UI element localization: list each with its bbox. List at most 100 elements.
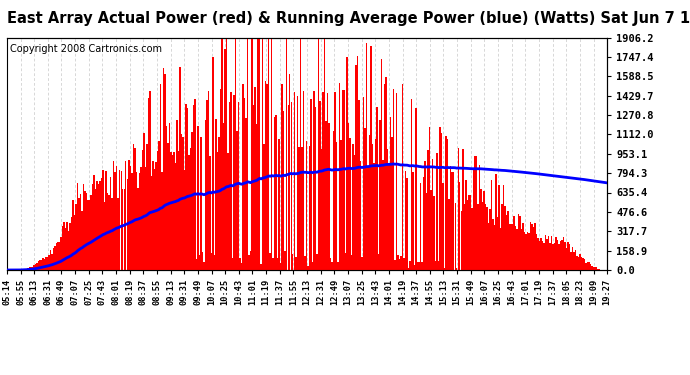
Bar <box>270 254 271 270</box>
Bar <box>290 102 292 270</box>
Bar <box>102 170 104 270</box>
Bar <box>26 268 27 270</box>
Bar <box>552 244 554 270</box>
Bar <box>321 149 322 270</box>
Bar <box>408 267 409 270</box>
Bar <box>440 127 441 270</box>
Bar <box>188 154 190 270</box>
Bar <box>418 262 420 270</box>
Bar <box>451 171 453 270</box>
Bar <box>140 167 141 270</box>
Bar <box>197 126 199 270</box>
Bar <box>484 204 486 270</box>
Bar <box>119 170 121 270</box>
Bar <box>200 136 201 270</box>
Bar <box>166 126 167 270</box>
Bar <box>264 144 265 270</box>
Bar <box>53 248 55 270</box>
Bar <box>562 240 563 270</box>
Bar <box>455 203 456 270</box>
Bar <box>132 144 134 270</box>
Bar <box>534 223 535 270</box>
Bar <box>381 59 382 270</box>
Bar <box>191 132 193 270</box>
Bar <box>167 143 168 270</box>
Bar <box>256 124 257 270</box>
Bar <box>271 37 273 270</box>
Bar <box>42 258 43 270</box>
Bar <box>486 207 488 270</box>
Bar <box>427 150 429 270</box>
Bar <box>497 217 498 270</box>
Bar <box>251 37 253 270</box>
Bar <box>515 226 516 270</box>
Bar <box>253 105 255 270</box>
Bar <box>319 101 321 270</box>
Bar <box>539 241 540 270</box>
Bar <box>480 189 482 270</box>
Bar <box>110 177 112 270</box>
Bar <box>298 147 299 270</box>
Bar <box>466 200 468 270</box>
Bar <box>446 136 447 270</box>
Bar <box>237 130 238 270</box>
Bar <box>170 152 172 270</box>
Bar <box>516 230 518 270</box>
Bar <box>201 252 204 270</box>
Bar <box>587 262 589 270</box>
Bar <box>431 190 432 270</box>
Bar <box>362 257 363 270</box>
Bar <box>154 169 155 270</box>
Bar <box>146 144 148 270</box>
Bar <box>214 255 215 270</box>
Bar <box>580 254 581 270</box>
Bar <box>441 133 442 270</box>
Bar <box>95 189 97 270</box>
Bar <box>107 193 108 270</box>
Bar <box>235 16 236 270</box>
Bar <box>139 173 140 270</box>
Bar <box>283 111 284 270</box>
Bar <box>354 155 355 270</box>
Bar <box>161 172 163 270</box>
Bar <box>229 102 230 270</box>
Bar <box>435 261 436 270</box>
Bar <box>265 81 266 270</box>
Bar <box>209 156 210 270</box>
Bar <box>289 74 290 270</box>
Bar <box>117 198 119 270</box>
Bar <box>447 140 448 270</box>
Bar <box>112 198 113 270</box>
Bar <box>302 91 304 270</box>
Bar <box>437 153 438 270</box>
Bar <box>533 227 534 270</box>
Bar <box>92 184 93 270</box>
Bar <box>37 263 38 270</box>
Text: Copyright 2008 Cartronics.com: Copyright 2008 Cartronics.com <box>10 45 162 54</box>
Bar <box>557 240 558 270</box>
Bar <box>247 39 248 270</box>
Bar <box>178 151 179 270</box>
Bar <box>540 238 542 270</box>
Bar <box>80 194 81 270</box>
Bar <box>106 171 107 270</box>
Bar <box>355 65 357 270</box>
Bar <box>569 244 571 270</box>
Bar <box>460 211 462 270</box>
Bar <box>429 127 431 270</box>
Bar <box>589 262 590 270</box>
Bar <box>387 150 388 270</box>
Bar <box>88 200 89 270</box>
Bar <box>260 264 262 270</box>
Bar <box>322 92 324 270</box>
Bar <box>538 238 539 270</box>
Bar <box>526 232 529 270</box>
Bar <box>313 91 315 270</box>
Bar <box>493 225 495 270</box>
Bar <box>255 87 256 270</box>
Bar <box>324 30 325 270</box>
Bar <box>368 135 371 270</box>
Bar <box>55 246 56 270</box>
Bar <box>411 99 413 270</box>
Bar <box>594 267 596 270</box>
